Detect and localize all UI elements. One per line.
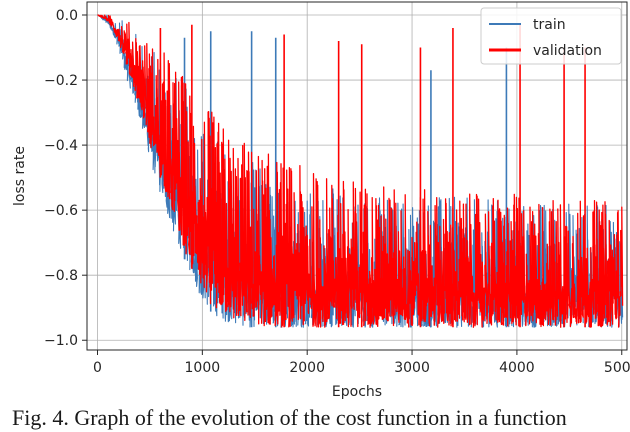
legend: train validation [480,7,622,65]
x-tick-label: 1000 [185,360,221,376]
grid [87,2,627,350]
y-tick-label: −1.0 [44,333,78,349]
legend-label-train: train [533,17,566,33]
y-tick-label: −0.2 [44,73,78,89]
y-tick-label: −0.6 [44,203,78,219]
x-tick-label: 2000 [289,360,325,376]
y-axis-label: loss rate [12,146,28,206]
x-tick-label: 3000 [394,360,430,376]
y-tick-label: 0.0 [56,8,78,24]
y-tick-label: −0.4 [44,138,78,154]
x-tick-label: 4000 [499,360,535,376]
figure-caption: Fig. 4. Graph of the evolution of the co… [12,405,567,430]
y-tick-label: −0.8 [44,268,78,284]
x-tick-label: 0 [93,360,102,376]
plot-frame [86,1,628,351]
x-axis-label: Epochs [332,384,382,400]
legend-label-validation: validation [533,43,602,59]
series-layer [97,14,624,328]
series-line-validation [97,14,624,328]
